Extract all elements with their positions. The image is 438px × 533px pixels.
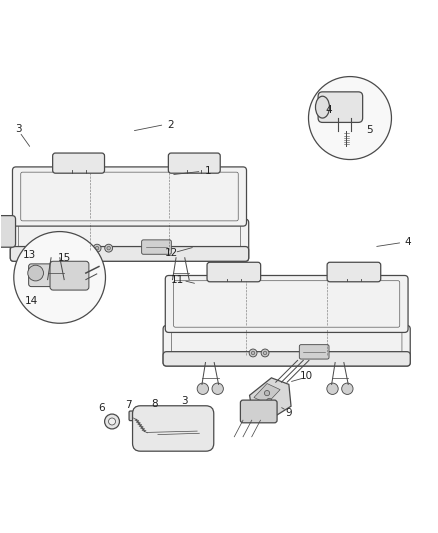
Circle shape xyxy=(327,383,338,394)
FancyBboxPatch shape xyxy=(53,153,105,173)
Circle shape xyxy=(308,77,392,159)
Circle shape xyxy=(267,398,272,403)
Circle shape xyxy=(161,417,167,423)
Text: 7: 7 xyxy=(125,400,131,410)
Text: 1: 1 xyxy=(205,166,212,176)
FancyBboxPatch shape xyxy=(11,247,249,261)
Circle shape xyxy=(95,246,99,250)
FancyBboxPatch shape xyxy=(168,153,220,173)
Text: 3: 3 xyxy=(15,124,21,134)
FancyBboxPatch shape xyxy=(12,167,247,226)
Circle shape xyxy=(212,383,223,394)
Circle shape xyxy=(249,349,257,357)
Text: 9: 9 xyxy=(286,408,292,418)
Circle shape xyxy=(107,246,110,250)
FancyBboxPatch shape xyxy=(240,400,277,423)
Ellipse shape xyxy=(315,96,329,118)
FancyBboxPatch shape xyxy=(133,406,214,451)
Circle shape xyxy=(105,414,120,429)
FancyBboxPatch shape xyxy=(165,276,408,333)
Polygon shape xyxy=(250,378,291,417)
Circle shape xyxy=(197,383,208,394)
FancyBboxPatch shape xyxy=(318,92,363,123)
Text: 2: 2 xyxy=(168,119,174,130)
FancyBboxPatch shape xyxy=(327,262,381,282)
Polygon shape xyxy=(254,384,280,403)
Circle shape xyxy=(263,351,267,354)
Text: 13: 13 xyxy=(22,250,36,260)
Circle shape xyxy=(342,383,353,394)
FancyBboxPatch shape xyxy=(141,240,171,254)
FancyBboxPatch shape xyxy=(28,264,58,287)
Text: 5: 5 xyxy=(366,125,373,135)
FancyBboxPatch shape xyxy=(11,219,249,261)
Circle shape xyxy=(105,244,113,252)
Circle shape xyxy=(58,278,69,289)
Circle shape xyxy=(93,244,101,252)
Text: 10: 10 xyxy=(300,370,313,381)
Text: 6: 6 xyxy=(98,403,104,414)
Circle shape xyxy=(183,278,194,289)
Text: 8: 8 xyxy=(151,399,158,409)
FancyBboxPatch shape xyxy=(163,352,410,366)
FancyBboxPatch shape xyxy=(0,216,15,247)
Circle shape xyxy=(14,231,106,323)
FancyBboxPatch shape xyxy=(207,262,261,282)
FancyBboxPatch shape xyxy=(129,411,141,421)
Circle shape xyxy=(261,349,269,357)
Circle shape xyxy=(265,391,270,395)
Text: 11: 11 xyxy=(171,276,184,286)
Circle shape xyxy=(43,278,54,289)
Circle shape xyxy=(109,418,116,425)
Text: 4: 4 xyxy=(404,238,411,247)
FancyBboxPatch shape xyxy=(50,261,89,290)
FancyBboxPatch shape xyxy=(299,345,329,359)
Text: 3: 3 xyxy=(181,396,187,406)
Text: 12: 12 xyxy=(164,248,177,259)
Text: 14: 14 xyxy=(25,296,38,306)
Circle shape xyxy=(28,265,43,281)
Text: 4: 4 xyxy=(326,105,332,115)
Circle shape xyxy=(251,351,255,354)
FancyBboxPatch shape xyxy=(163,326,410,366)
Circle shape xyxy=(157,413,171,427)
Circle shape xyxy=(168,278,179,289)
Text: 15: 15 xyxy=(57,253,71,263)
